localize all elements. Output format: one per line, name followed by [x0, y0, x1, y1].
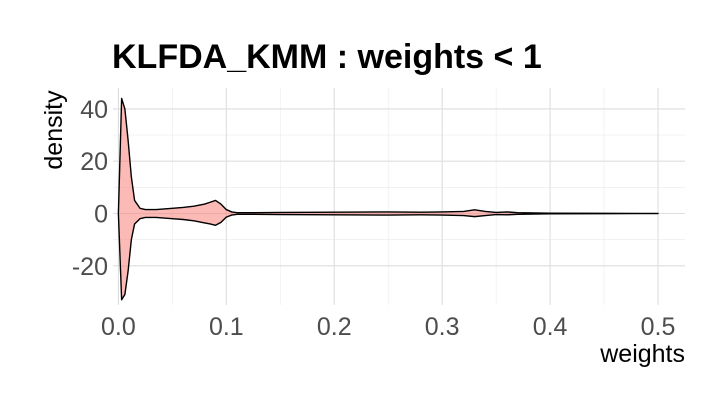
- y-tick-label: 0: [94, 200, 108, 228]
- x-tick-label: 0.1: [209, 313, 244, 341]
- x-axis: 0.0 0.1 0.2 0.3 0.4 0.5: [101, 313, 675, 341]
- x-tick-label: 0.0: [101, 313, 136, 341]
- chart-title: KLFDA_KMM : weights < 1: [112, 38, 542, 76]
- x-tick-label: 0.3: [425, 313, 460, 341]
- y-tick-label: 20: [80, 148, 108, 176]
- y-axis-title: density: [40, 90, 68, 170]
- x-tick-label: 0.4: [533, 313, 568, 341]
- density-area: [117, 97, 659, 301]
- grid: [113, 88, 685, 305]
- y-tick-label: -20: [72, 253, 108, 281]
- y-tick-label: 40: [80, 96, 108, 124]
- x-tick-label: 0.5: [641, 313, 676, 341]
- x-tick-label: 0.2: [317, 313, 352, 341]
- y-axis: -20 0 20 40: [72, 96, 108, 281]
- chart-marks: [117, 97, 659, 301]
- x-axis-title: weights: [599, 340, 685, 368]
